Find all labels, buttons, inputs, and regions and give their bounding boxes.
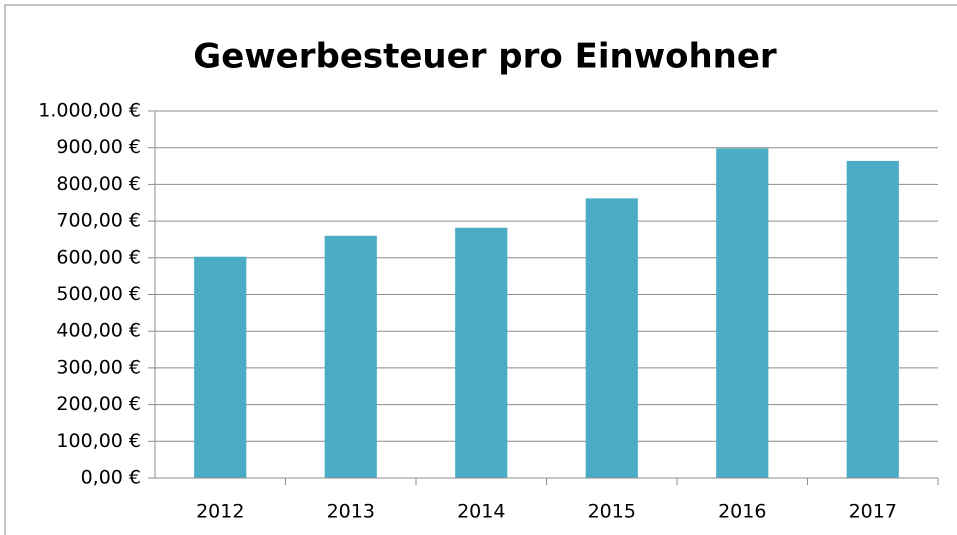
y-tick-label: 900,00 € bbox=[56, 136, 141, 158]
y-tick-label: 500,00 € bbox=[56, 283, 141, 305]
chart-frame bbox=[4, 4, 957, 535]
bar bbox=[194, 256, 247, 478]
y-tick-label: 700,00 € bbox=[56, 210, 141, 232]
bar bbox=[324, 235, 377, 478]
y-tick-label: 1.000,00 € bbox=[38, 100, 141, 122]
x-tick-label: 2015 bbox=[588, 501, 636, 523]
y-tick-label: 100,00 € bbox=[56, 430, 141, 452]
x-tick-label: 2013 bbox=[327, 501, 375, 523]
y-tick-label: 400,00 € bbox=[56, 320, 141, 342]
y-tick-label: 800,00 € bbox=[56, 173, 141, 195]
chart-title: Gewerbesteuer pro Einwohner bbox=[193, 37, 777, 77]
y-tick-label: 600,00 € bbox=[56, 246, 141, 268]
x-tick-label: 2012 bbox=[196, 501, 244, 523]
x-tick-label: 2016 bbox=[718, 501, 766, 523]
y-tick-label: 300,00 € bbox=[56, 356, 141, 378]
y-tick-label: 200,00 € bbox=[56, 393, 141, 415]
x-tick-label: 2014 bbox=[457, 501, 505, 523]
y-tick-label: 0,00 € bbox=[81, 467, 141, 489]
bar bbox=[716, 148, 769, 478]
bar bbox=[455, 227, 508, 478]
bar bbox=[585, 198, 638, 478]
x-tick-label: 2017 bbox=[849, 501, 897, 523]
bar bbox=[846, 160, 899, 479]
